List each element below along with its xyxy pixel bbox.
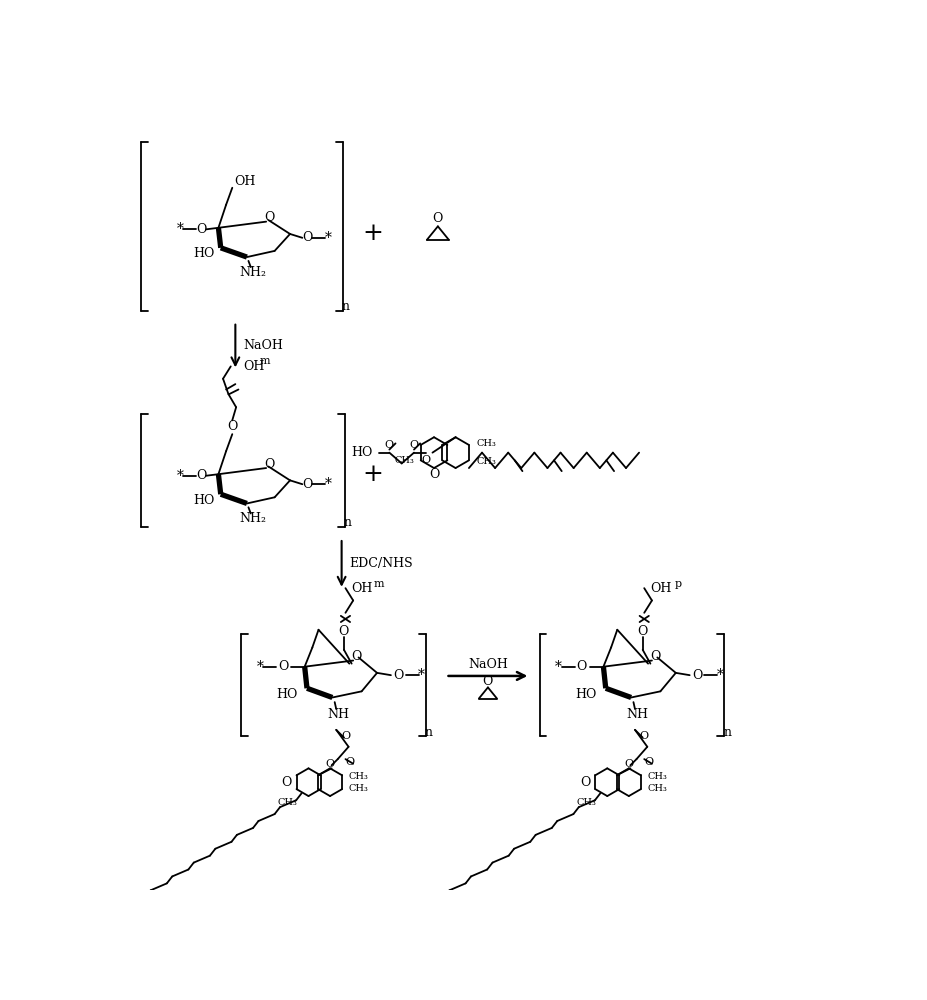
Text: O: O <box>421 455 430 465</box>
Text: CH₃: CH₃ <box>277 798 298 807</box>
Text: CH₃: CH₃ <box>349 784 368 793</box>
Text: NaOH: NaOH <box>243 339 283 352</box>
Text: n: n <box>341 300 349 313</box>
Text: n: n <box>343 516 350 529</box>
Text: O: O <box>579 776 590 789</box>
Text: HO: HO <box>276 688 298 701</box>
Text: n: n <box>723 726 730 739</box>
Text: HO: HO <box>193 247 214 260</box>
Text: m: m <box>374 579 385 589</box>
Text: O: O <box>692 669 702 682</box>
Text: EDC/NHS: EDC/NHS <box>349 557 413 570</box>
Text: p: p <box>674 579 681 589</box>
Text: O: O <box>325 759 335 769</box>
Text: CH₃: CH₃ <box>576 798 596 807</box>
Text: *: * <box>324 477 332 491</box>
Text: O: O <box>340 731 349 741</box>
Text: O: O <box>482 675 492 688</box>
Text: n: n <box>425 726 432 739</box>
Text: CH₃: CH₃ <box>476 457 496 466</box>
Text: HO: HO <box>193 494 214 507</box>
Text: CH₃: CH₃ <box>349 772 368 781</box>
Text: HO: HO <box>350 446 372 459</box>
Text: CH₃: CH₃ <box>647 772 667 781</box>
Text: +: + <box>362 222 383 245</box>
Text: O: O <box>301 231 311 244</box>
Text: CH₃: CH₃ <box>647 784 667 793</box>
Text: *: * <box>176 469 184 483</box>
Text: O: O <box>197 223 207 236</box>
Text: O: O <box>393 669 403 682</box>
Text: O: O <box>432 212 442 225</box>
Text: m: m <box>260 356 271 366</box>
Text: CH₃: CH₃ <box>395 456 414 465</box>
Text: O: O <box>649 650 659 663</box>
Text: *: * <box>554 660 562 674</box>
Text: O: O <box>227 420 237 433</box>
Text: O: O <box>345 757 354 767</box>
Text: O: O <box>301 478 311 491</box>
Text: HO: HO <box>575 688 596 701</box>
Text: *: * <box>256 660 263 674</box>
Text: CH₃: CH₃ <box>476 439 496 448</box>
Text: O: O <box>576 660 587 673</box>
Text: O: O <box>197 469 207 482</box>
Text: NH: NH <box>327 708 349 721</box>
Text: *: * <box>717 668 723 682</box>
Text: OH: OH <box>650 582 671 595</box>
Text: O: O <box>428 468 438 481</box>
Text: *: * <box>176 222 184 236</box>
Text: NH₂: NH₂ <box>239 512 266 525</box>
Text: O: O <box>277 660 288 673</box>
Text: O: O <box>409 440 418 450</box>
Text: O: O <box>385 440 393 450</box>
Text: NH: NH <box>626 708 648 721</box>
Text: OH: OH <box>243 360 264 373</box>
Text: O: O <box>264 458 274 471</box>
Text: O: O <box>281 776 291 789</box>
Text: O: O <box>639 731 648 741</box>
Text: O: O <box>264 211 274 224</box>
Text: O: O <box>338 625 349 638</box>
Text: OH: OH <box>351 582 373 595</box>
Text: O: O <box>637 625 647 638</box>
Text: NH₂: NH₂ <box>239 266 266 279</box>
Text: OH: OH <box>234 175 255 188</box>
Text: O: O <box>624 759 633 769</box>
Text: NaOH: NaOH <box>467 658 507 671</box>
Text: O: O <box>350 650 361 663</box>
Text: *: * <box>418 668 425 682</box>
Text: +: + <box>362 463 383 486</box>
Text: *: * <box>324 231 332 245</box>
Text: O: O <box>643 757 653 767</box>
